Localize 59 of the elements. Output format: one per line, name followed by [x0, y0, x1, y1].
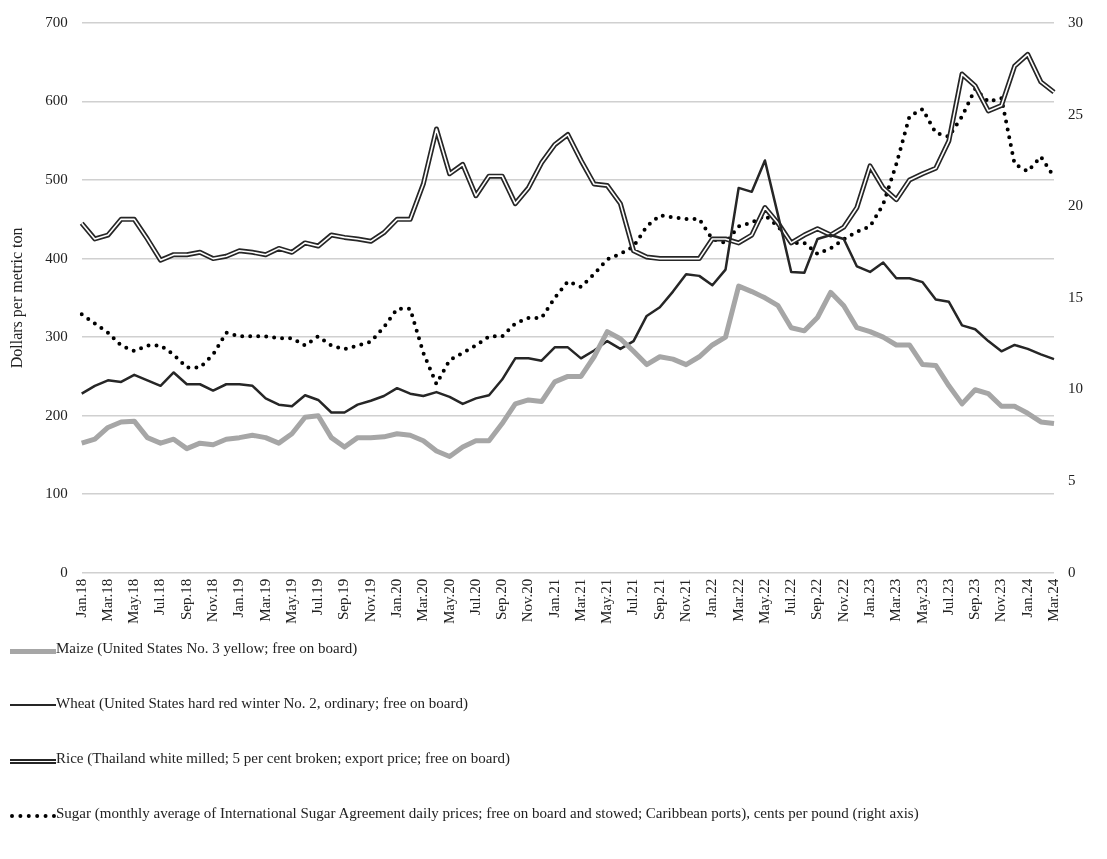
- y-tick-label: 400: [45, 249, 68, 266]
- y-axis-title: Dollars per metric ton: [7, 227, 26, 369]
- x-tick-label: Jan.24: [1018, 578, 1035, 618]
- x-tick-label: Mar.24: [1044, 578, 1061, 622]
- x-tick-label: Mar.20: [414, 578, 431, 622]
- x-tick-label: Jul.20: [466, 578, 483, 615]
- x-tick-label: May.19: [282, 578, 299, 625]
- y2-tick-label: 0: [1068, 563, 1076, 580]
- x-tick-label: May.22: [755, 578, 772, 625]
- legend-label: Sugar (monthly average of International Sugar Agreement daily prices; free on board and stowed; Caribbean ports), cents per pound (right axis): [56, 805, 919, 822]
- x-tick-label: Mar.23: [887, 578, 904, 622]
- x-tick-label: Jul.19: [309, 578, 326, 615]
- y2-tick-label: 10: [1068, 380, 1083, 397]
- x-tick-label: Jan.22: [703, 578, 720, 618]
- x-tick-label: Nov.23: [992, 578, 1009, 623]
- y-tick-label: 700: [45, 13, 68, 30]
- x-tick-label: May.21: [598, 578, 615, 625]
- x-tick-label: Jan.21: [545, 578, 562, 618]
- x-tick-label: Jul.23: [939, 578, 956, 615]
- y-tick-label: 0: [60, 563, 68, 580]
- x-tick-label: Nov.20: [519, 578, 536, 623]
- x-tick-label: Jul.21: [624, 578, 641, 615]
- x-tick-label: Jan.18: [72, 578, 89, 618]
- x-tick-label: Mar.21: [571, 578, 588, 622]
- x-tick-label: Jan.23: [860, 578, 877, 618]
- x-tick-label: Sep.22: [808, 578, 825, 620]
- x-tick-label: Nov.18: [204, 578, 221, 623]
- y-tick-label: 200: [45, 406, 68, 423]
- x-tick-label: Sep.23: [966, 578, 983, 620]
- x-tick-label: May.23: [913, 578, 930, 625]
- x-tick-label: Mar.22: [729, 578, 746, 622]
- x-tick-label: Jan.20: [387, 578, 404, 618]
- x-tick-label: Sep.19: [335, 578, 352, 620]
- y-tick-label: 100: [45, 485, 68, 502]
- y2-tick-label: 25: [1068, 105, 1083, 122]
- x-tick-label: Mar.19: [256, 578, 273, 622]
- x-tick-label: May.20: [440, 578, 457, 625]
- y-tick-label: 600: [45, 92, 68, 109]
- line-series: [79, 86, 1056, 386]
- x-tick-label: May.18: [125, 578, 142, 625]
- y2-tick-label: 30: [1068, 13, 1083, 30]
- y2-tick-label: 20: [1068, 197, 1083, 214]
- x-tick-label: Jul.22: [782, 578, 799, 615]
- x-tick-label: Jan.19: [230, 578, 247, 618]
- x-tick-label: Nov.21: [677, 578, 694, 623]
- x-tick-label: Sep.20: [493, 578, 510, 620]
- legend-label: Rice (Thailand white milled; 5 per cent broken; export price; free on board): [56, 750, 510, 767]
- x-tick-label: Nov.22: [834, 578, 851, 623]
- y-tick-label: 500: [45, 171, 68, 187]
- y2-tick-label: 15: [1068, 288, 1083, 305]
- x-tick-label: Sep.18: [177, 578, 194, 620]
- x-tick-label: Mar.18: [98, 578, 115, 622]
- x-tick-label: Nov.19: [361, 578, 378, 623]
- legend-label: Maize (United States No. 3 yellow; free on board): [56, 640, 358, 657]
- y2-tick-label: 5: [1068, 472, 1076, 489]
- legend-label: Wheat (United States hard red winter No. 2, ordinary; free on board): [56, 695, 468, 712]
- x-tick-label: Sep.21: [650, 578, 667, 620]
- x-tick-label: Jul.18: [151, 578, 168, 615]
- y-tick-label: 300: [45, 328, 68, 345]
